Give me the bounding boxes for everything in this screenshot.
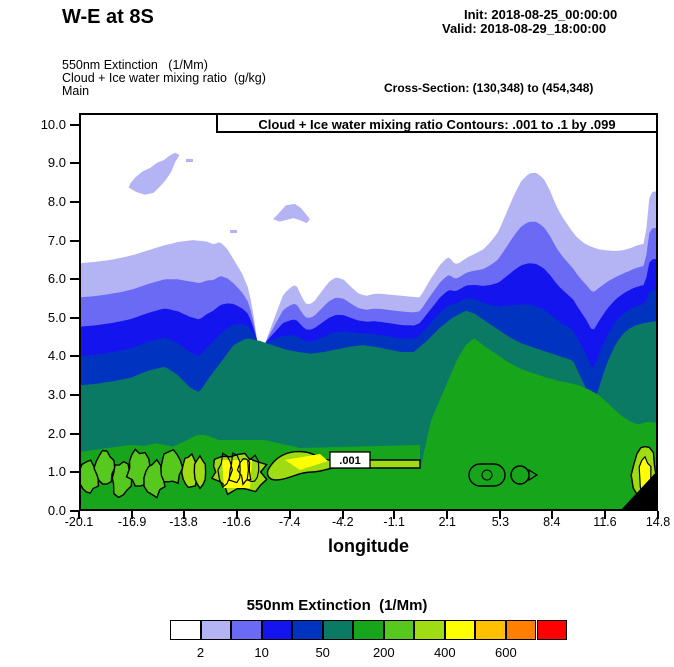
- svg-text:.001: .001: [339, 455, 360, 467]
